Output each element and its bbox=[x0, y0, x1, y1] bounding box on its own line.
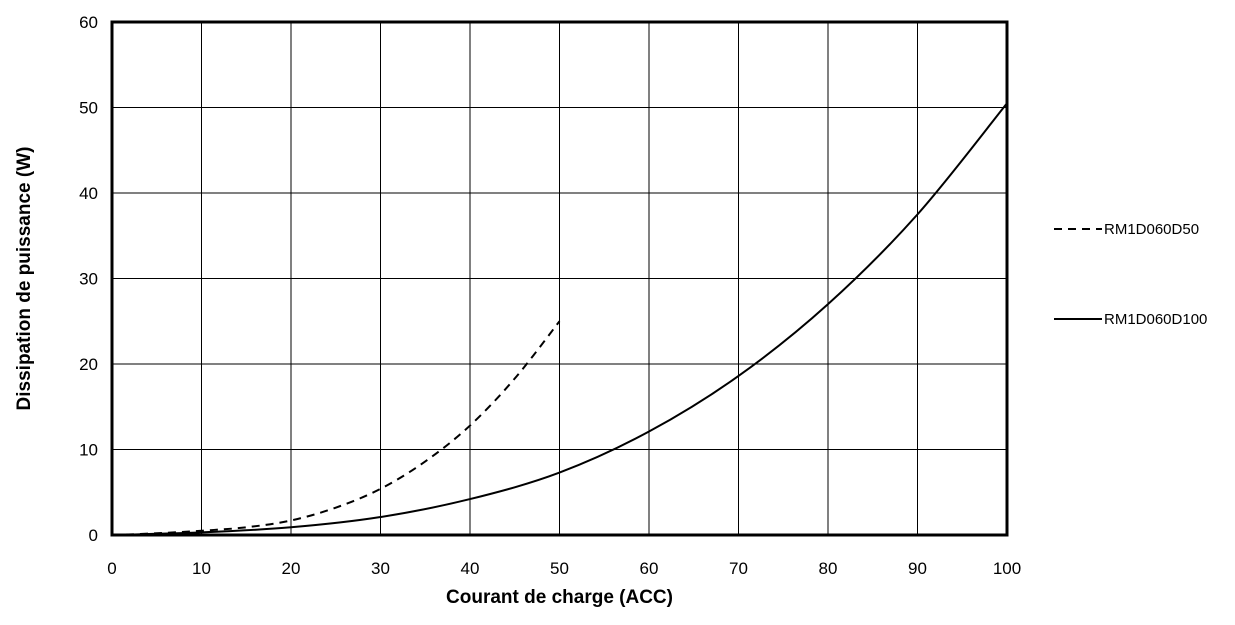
series-lines bbox=[111, 102, 1008, 536]
y-tick-labels: 0 10 20 30 40 50 60 bbox=[79, 13, 98, 545]
x-tick-label: 10 bbox=[192, 559, 211, 578]
x-tick-label: 60 bbox=[640, 559, 659, 578]
series-line-RM1D060D100 bbox=[111, 102, 1008, 536]
grid bbox=[111, 21, 1008, 536]
x-tick-label: 30 bbox=[371, 559, 390, 578]
x-tick-label: 20 bbox=[282, 559, 301, 578]
legend-label: RM1D060D50 bbox=[1104, 221, 1199, 238]
y-tick-label: 30 bbox=[79, 270, 98, 289]
y-axis-title: Dissipation de puissance (W) bbox=[14, 147, 35, 411]
x-tick-label: 80 bbox=[819, 559, 838, 578]
series-line-RM1D060D50 bbox=[111, 320, 561, 536]
y-tick-label: 10 bbox=[79, 441, 98, 460]
x-tick-label: 90 bbox=[908, 559, 927, 578]
y-tick-label: 0 bbox=[89, 526, 98, 545]
y-tick-label: 20 bbox=[79, 355, 98, 374]
y-tick-label: 60 bbox=[79, 13, 98, 32]
legend: RM1D060D50 RM1D060D100 bbox=[1054, 221, 1207, 328]
y-tick-label: 40 bbox=[79, 184, 98, 203]
x-tick-label: 70 bbox=[729, 559, 748, 578]
x-tick-label: 100 bbox=[993, 559, 1021, 578]
x-tick-label: 40 bbox=[461, 559, 480, 578]
x-tick-label: 0 bbox=[107, 559, 116, 578]
plot-frame bbox=[110, 20, 1009, 537]
x-axis-title: Courant de charge (ACC) bbox=[446, 587, 673, 608]
y-tick-label: 50 bbox=[79, 99, 98, 118]
legend-label: RM1D060D100 bbox=[1104, 311, 1207, 328]
x-tick-labels: 0 10 20 30 40 50 60 70 80 90 100 bbox=[107, 559, 1021, 578]
x-tick-label: 50 bbox=[550, 559, 569, 578]
